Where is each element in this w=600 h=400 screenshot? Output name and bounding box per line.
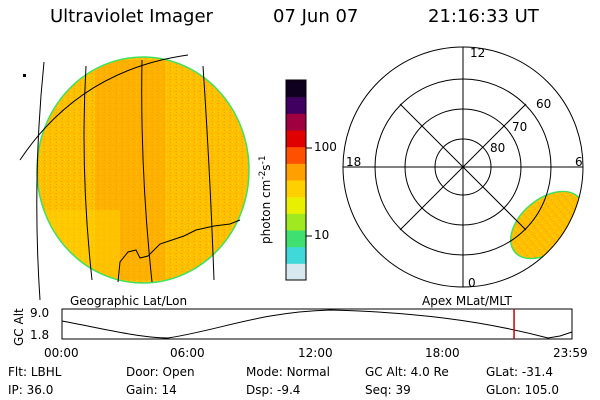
colorbar-segment <box>286 213 306 231</box>
info-label: Gain: <box>126 383 158 397</box>
app-title: Ultraviolet Imager <box>50 6 213 27</box>
info-value: -9.4 <box>276 383 301 397</box>
info-label: Flt: <box>8 365 27 379</box>
info-label: GLat: <box>486 365 519 379</box>
time-tick-label: 00:00 <box>44 346 79 360</box>
altitude-ytick-label: 1.8 <box>30 328 50 342</box>
info-value: Open <box>162 365 195 379</box>
info-value: 4.0 Re <box>410 365 449 379</box>
mlat-label: 70 <box>512 120 528 134</box>
geo-meridian <box>202 65 215 281</box>
time-tick-label: 23:59 <box>553 346 588 360</box>
colorbar-segment <box>286 146 306 164</box>
info-label: Door: <box>126 365 159 379</box>
geo-meridian <box>83 65 93 281</box>
colorbar-frame <box>285 79 307 281</box>
info-label: Seq: <box>365 383 392 397</box>
info-gain: Gain: 14 <box>126 383 177 397</box>
colorbar-segment <box>286 113 306 131</box>
colorbar-segment <box>286 163 306 181</box>
time-tick-label: 06:00 <box>170 346 205 360</box>
info-value: LBHL <box>30 365 62 379</box>
info-glon: GLon: 105.0 <box>486 383 559 397</box>
info-flt: Flt: LBHL <box>8 365 61 379</box>
mlt-label-dusk: 18 <box>346 155 362 169</box>
info-value: -31.4 <box>521 365 553 379</box>
time-tick-label: 12:00 <box>298 346 333 360</box>
mlat-label: 60 <box>536 97 552 111</box>
info-label: GC Alt: <box>365 365 407 379</box>
geo-latitude-line <box>19 54 189 161</box>
info-gcalt: GC Alt: 4.0 Re <box>365 365 449 379</box>
apex-panel-label: Apex MLat/MLT <box>422 294 512 308</box>
info-value: Normal <box>286 365 330 379</box>
colorbar-tick-label: 100 <box>314 140 337 154</box>
info-ip: IP: 36.0 <box>8 383 53 397</box>
colorbar-segment <box>286 180 306 198</box>
geo-panel-label: Geographic Lat/Lon <box>70 294 188 308</box>
info-door: Door: Open <box>126 365 195 379</box>
time-tick-label: 18:00 <box>425 346 460 360</box>
info-label: Dsp: <box>246 383 274 397</box>
info-label: GLon: <box>486 383 521 397</box>
info-dsp: Dsp: -9.4 <box>246 383 300 397</box>
colorbar-segment <box>286 230 306 248</box>
tick-mark <box>23 74 26 77</box>
info-seq: Seq: 39 <box>365 383 411 397</box>
info-value: 39 <box>395 383 411 397</box>
geo-grid <box>19 54 241 301</box>
altitude-frame <box>61 308 573 340</box>
mlt-label-dawn: 6 <box>575 155 583 169</box>
mlt-label-midnight: 0 <box>468 276 476 290</box>
altitude-curve <box>61 309 573 339</box>
colorbar-tick-label: 10 <box>314 228 330 242</box>
colorbar-segment <box>286 263 306 281</box>
altitude-ytick-label: 9.0 <box>30 306 50 320</box>
mlt-label-noon: 12 <box>470 46 486 60</box>
info-value: 14 <box>161 383 177 397</box>
polar-diagonal <box>399 103 527 231</box>
info-value: 105.0 <box>524 383 559 397</box>
info-glat: GLat: -31.4 <box>486 365 553 379</box>
info-label: IP: <box>8 383 23 397</box>
geo-meridian <box>36 61 45 301</box>
colorbar-segment <box>286 80 306 98</box>
colorbar-segment <box>286 130 306 148</box>
info-value: 36.0 <box>26 383 54 397</box>
altitude-ylabel: GC Alt <box>12 308 26 346</box>
coastline <box>117 219 241 283</box>
colorbar-segment <box>286 246 306 264</box>
time-label: 21:16:33 UT <box>428 6 539 27</box>
colorbar-segment <box>286 96 306 114</box>
mlat-label: 80 <box>490 141 506 155</box>
colorbar-segment <box>286 196 306 214</box>
date-label: 07 Jun 07 <box>273 6 359 27</box>
info-mode: Mode: Normal <box>246 365 330 379</box>
info-label: Mode: <box>246 365 283 379</box>
